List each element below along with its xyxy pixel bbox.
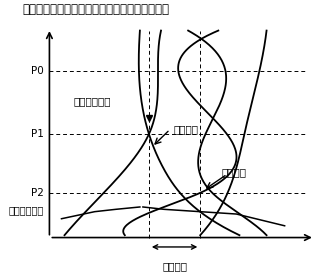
Text: P1: P1 xyxy=(31,129,44,139)
Text: 生産調整: 生産調整 xyxy=(162,261,187,271)
Text: （図－２）　生産調整廃止と直接支払いの効果: （図－２） 生産調整廃止と直接支払いの効果 xyxy=(22,4,169,16)
Text: P0: P0 xyxy=(31,65,44,76)
Text: （目標価格）: （目標価格） xyxy=(8,205,44,216)
Text: 間接効果: 間接効果 xyxy=(221,167,246,177)
Text: P2: P2 xyxy=(31,188,44,198)
Text: 生産調整廃止: 生産調整廃止 xyxy=(73,96,111,106)
Text: 直接効果: 直接効果 xyxy=(173,124,198,134)
